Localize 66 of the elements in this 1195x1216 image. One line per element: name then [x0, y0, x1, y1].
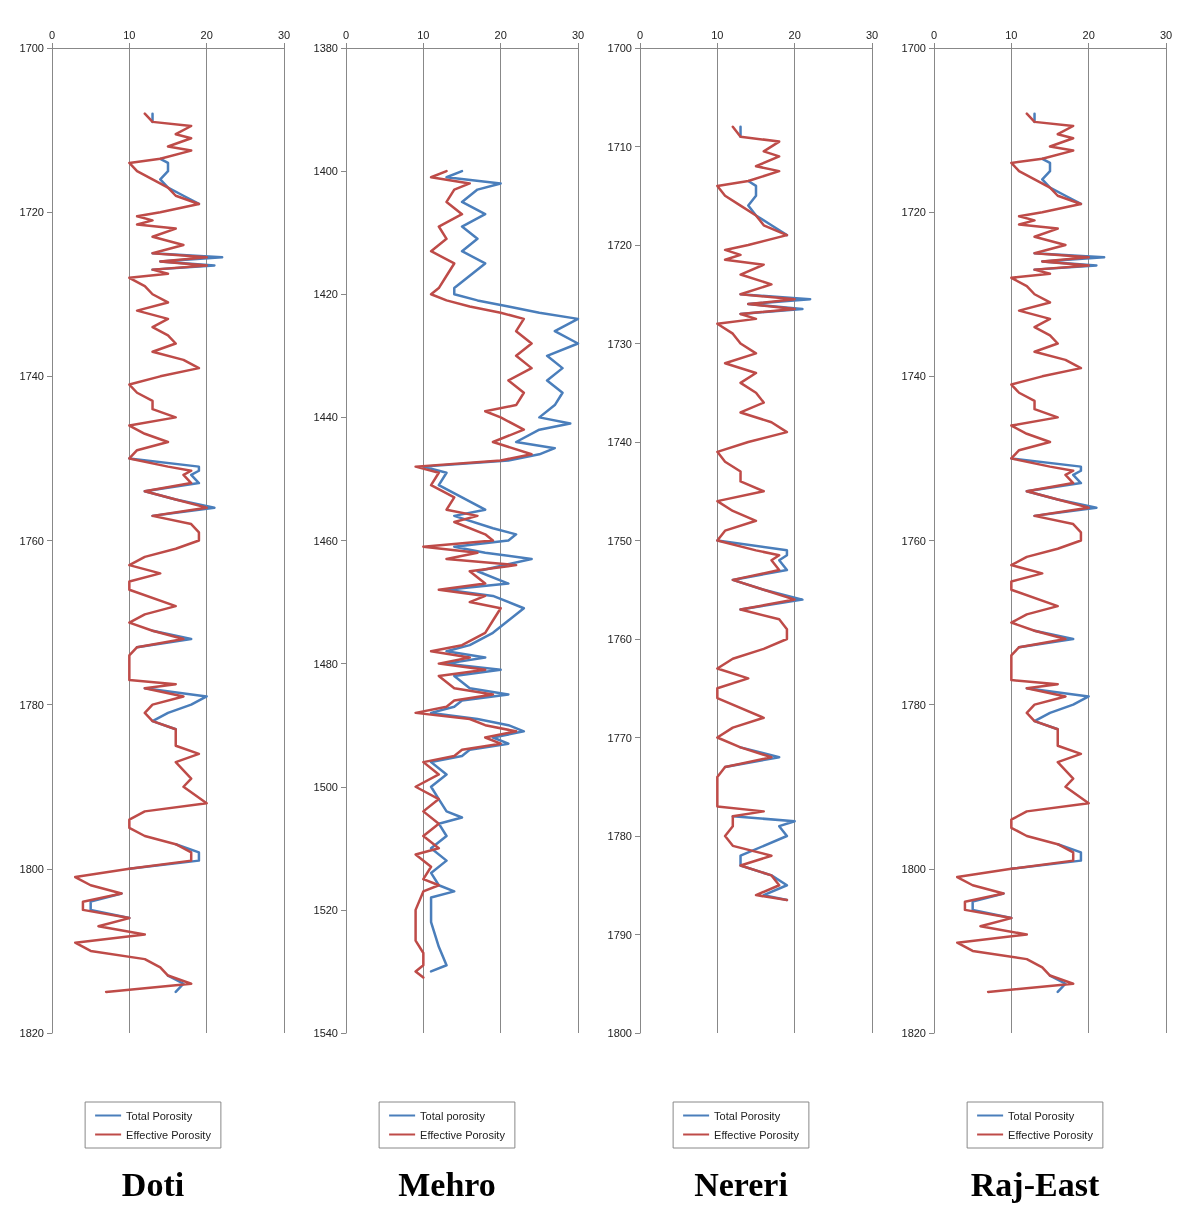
- line-series: [73, 112, 208, 994]
- y-tick-label: 1740: [901, 370, 926, 383]
- y-tick-label: 1520: [313, 903, 338, 916]
- y-tick-label: 1780: [901, 698, 926, 711]
- legend-label: Effective Porosity: [126, 1128, 212, 1141]
- x-tick-label: 20: [1082, 28, 1095, 41]
- y-tick-label: 1400: [313, 165, 338, 178]
- legend-label: Effective Porosity: [420, 1128, 506, 1141]
- y-tick-label: 1380: [313, 42, 338, 54]
- line-series: [414, 169, 533, 979]
- y-tick-label: 1780: [19, 698, 44, 711]
- legend-label: Total Porosity: [1008, 1109, 1075, 1122]
- y-tick-label: 1740: [19, 370, 44, 383]
- legend-label: Effective Porosity: [1008, 1128, 1094, 1141]
- y-tick-label: 1710: [607, 140, 632, 153]
- y-tick-label: 1700: [901, 42, 926, 54]
- y-tick-label: 1760: [19, 534, 44, 547]
- x-tick-label: 30: [865, 28, 879, 41]
- y-tick-label: 1800: [19, 862, 44, 875]
- y-tick-label: 1500: [313, 780, 338, 793]
- x-tick-label: 0: [930, 28, 938, 41]
- x-tick-label: 0: [342, 28, 350, 41]
- y-tick-label: 1790: [607, 928, 632, 941]
- x-tick-label: 0: [48, 28, 56, 41]
- y-tick-label: 1480: [313, 657, 338, 670]
- x-tick-label: 20: [200, 28, 213, 41]
- legend-label: Total porosity: [420, 1109, 486, 1122]
- x-tick-label: 20: [788, 28, 801, 41]
- text: Doti: [121, 1165, 185, 1203]
- y-tick-label: 1760: [607, 633, 632, 645]
- line-series: [716, 125, 796, 902]
- y-tick-label: 1700: [607, 42, 632, 54]
- y-tick-label: 1440: [313, 411, 338, 424]
- y-tick-label: 1420: [313, 288, 338, 301]
- x-tick-label: 20: [494, 28, 507, 41]
- y-tick-label: 1780: [607, 830, 632, 842]
- text: Mehro: [398, 1165, 496, 1203]
- x-tick-label: 10: [123, 28, 136, 41]
- x-tick-label: 30: [1159, 28, 1173, 41]
- y-tick-label: 1820: [19, 1027, 44, 1039]
- y-tick-label: 1720: [901, 206, 926, 219]
- text: Nereri: [694, 1165, 788, 1203]
- x-tick-label: 30: [277, 28, 291, 41]
- legend-label: Total Porosity: [714, 1109, 781, 1122]
- y-tick-label: 1800: [901, 862, 926, 875]
- line-series: [955, 112, 1090, 994]
- x-tick-label: 10: [417, 28, 430, 41]
- y-tick-label: 1700: [19, 42, 44, 54]
- text: Raj-East: [970, 1165, 1100, 1203]
- y-tick-label: 1740: [607, 436, 632, 448]
- x-tick-label: 30: [571, 28, 585, 41]
- y-tick-label: 1820: [901, 1027, 926, 1039]
- y-tick-label: 1460: [313, 534, 338, 547]
- x-tick-label: 10: [1005, 28, 1018, 41]
- y-tick-label: 1750: [607, 534, 632, 547]
- y-tick-label: 1720: [19, 206, 44, 219]
- y-tick-label: 1730: [607, 337, 632, 350]
- y-tick-label: 1760: [901, 534, 926, 547]
- legend-label: Total Porosity: [126, 1109, 193, 1122]
- x-tick-label: 10: [711, 28, 724, 41]
- x-tick-label: 0: [636, 28, 644, 41]
- y-tick-label: 1540: [313, 1027, 338, 1039]
- y-tick-label: 1770: [607, 731, 632, 744]
- y-tick-label: 1720: [607, 239, 632, 251]
- y-tick-label: 1800: [607, 1027, 632, 1039]
- legend-label: Effective Porosity: [714, 1128, 800, 1141]
